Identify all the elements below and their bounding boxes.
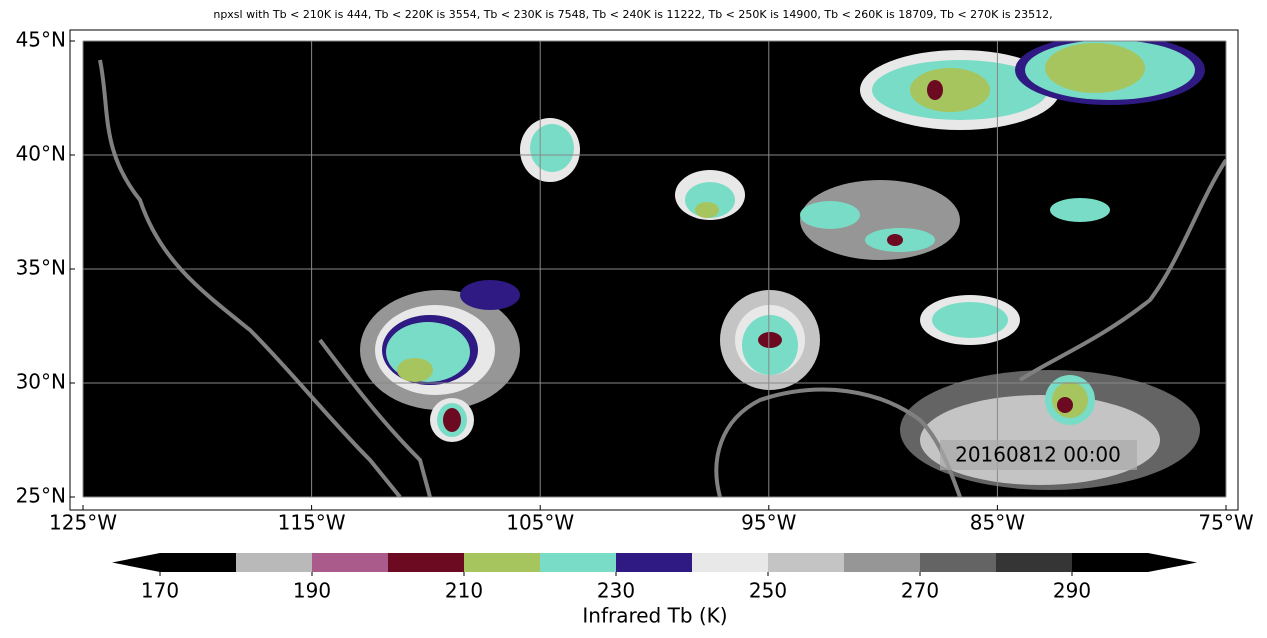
colorbar-segment	[996, 553, 1072, 572]
lat-tick-label: 35°N	[16, 256, 66, 280]
coastlines	[98, 59, 1226, 497]
colorbar-segment	[920, 553, 996, 572]
lat-tick-label: 30°N	[16, 370, 66, 394]
lat-tick-label: 25°N	[16, 484, 66, 508]
timestamp-box	[940, 440, 1137, 470]
colorbar-tick-label: 270	[901, 579, 939, 603]
colorbar-segment	[388, 553, 464, 572]
lat-tick-label: 45°N	[16, 28, 66, 52]
graticule	[82, 40, 1227, 498]
colorbar-tick-label: 250	[749, 579, 787, 603]
lat-tick-label: 40°N	[16, 142, 66, 166]
colorbar-segment	[160, 553, 236, 572]
lon-tick-label: 125°W	[49, 511, 117, 535]
colorbar-tick-label: 170	[141, 579, 179, 603]
colorbar-segment	[1072, 553, 1148, 572]
colorbar-segment	[616, 553, 692, 572]
lon-tick-label: 85°W	[970, 511, 1025, 535]
colorbar-tick-label: 230	[597, 579, 635, 603]
map-title: npxsl with Tb < 210K is 444, Tb < 220K i…	[213, 8, 1052, 21]
colorbar-label: Infrared Tb (K)	[582, 604, 727, 628]
colorbar-segment	[844, 553, 920, 572]
colorbar-tick-label: 210	[445, 579, 483, 603]
colorbar-over	[1148, 553, 1197, 572]
lon-tick-label: 105°W	[506, 511, 574, 535]
colorbar-segment	[312, 553, 388, 572]
timestamp: 20160812 00:00	[955, 443, 1121, 467]
colorbar-tick-label: 290	[1053, 579, 1091, 603]
colorbar-segment	[464, 553, 540, 572]
lon-tick-label: 95°W	[741, 511, 796, 535]
colorbar-segment	[540, 553, 616, 572]
colorbar-segment	[768, 553, 844, 572]
lon-tick-label: 75°W	[1198, 511, 1253, 535]
lon-tick-label: 115°W	[278, 511, 346, 535]
colorbar-segment	[236, 553, 312, 572]
colorbar-under	[112, 553, 160, 572]
colorbar-segment	[692, 553, 768, 572]
colorbar-tick-label: 190	[293, 579, 331, 603]
